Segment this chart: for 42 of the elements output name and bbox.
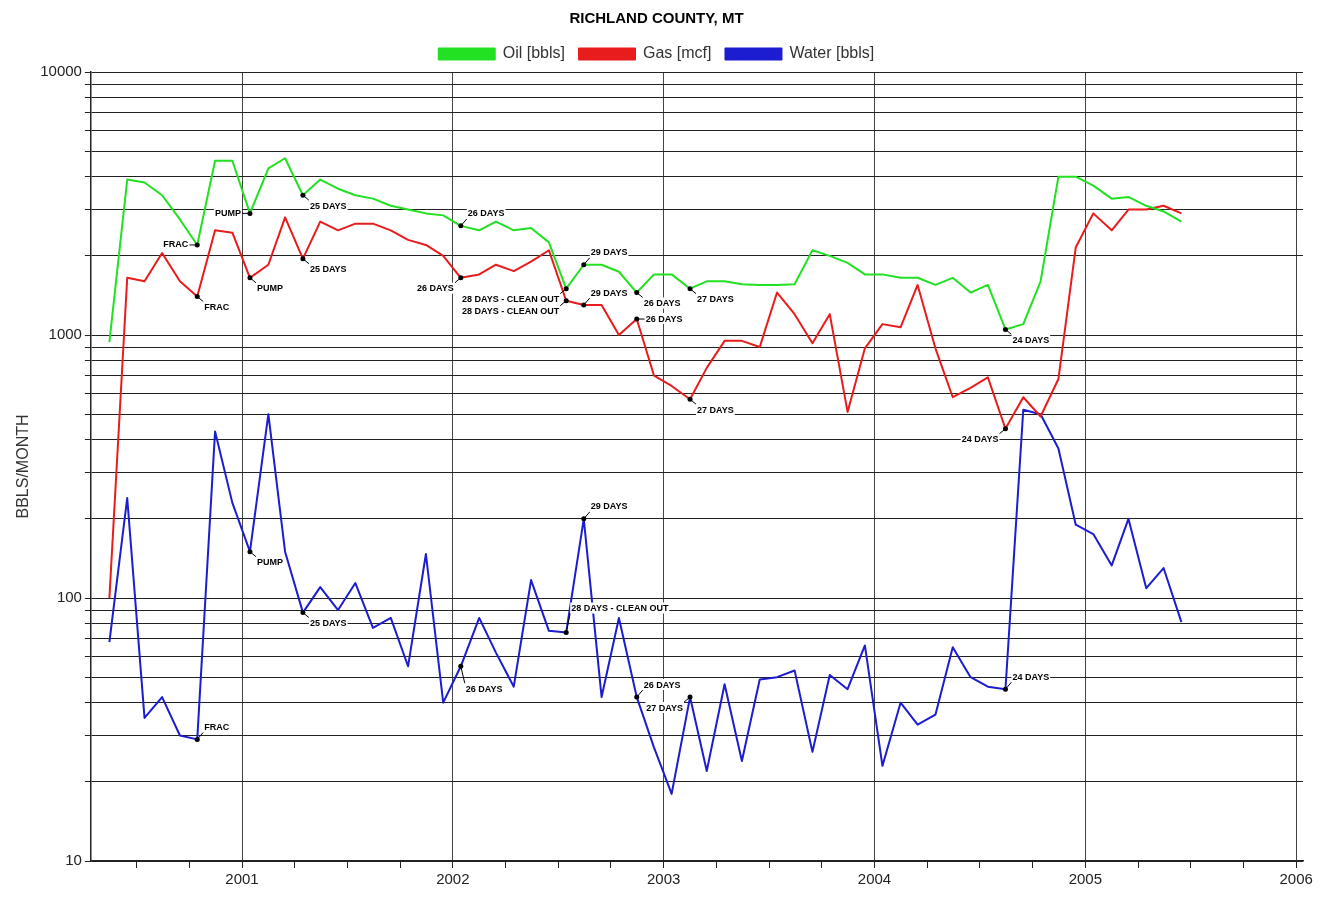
annotation: 29 DAYS (590, 501, 628, 512)
x-tick-label: 2003 (647, 870, 681, 888)
legend-label: Oil [bbls] (502, 44, 566, 62)
y-tick-label: 100 (56, 588, 82, 606)
annotation: 28 DAYS - CLEAN OUT (571, 602, 669, 613)
annotation: PUMP (214, 207, 241, 218)
annotation: 27 DAYS (697, 294, 734, 305)
annotation: 28 DAYS - CLEAN OUT (462, 306, 560, 317)
annotation: 25 DAYS (309, 200, 347, 211)
y-tick-label: 1000 (48, 325, 82, 343)
legend-label: Gas [mcf] (643, 44, 712, 62)
annotation: 27 DAYS (646, 702, 684, 713)
annotation: 24 DAYS (1012, 671, 1050, 682)
annotation: FRAC (163, 239, 189, 250)
x-tick-label: 2004 (857, 870, 892, 888)
annotation: FRAC (204, 302, 230, 313)
x-tick-label: 2002 (436, 870, 470, 888)
legend-label: Water [bbls] (789, 44, 875, 62)
annotation: 24 DAYS (1012, 334, 1050, 345)
annotation: 26 DAYS (645, 313, 683, 324)
annotation: 25 DAYS (309, 264, 347, 275)
annotation: 27 DAYS (697, 404, 734, 415)
annotation: 25 DAYS (309, 618, 347, 629)
annotation: 24 DAYS (961, 434, 999, 445)
x-tick-label: 2005 (1068, 870, 1103, 888)
annotation: 29 DAYS (590, 247, 628, 258)
annotation: FRAC (204, 721, 230, 732)
annotation: 26 DAYS (467, 208, 505, 219)
annotation: 28 DAYS - CLEAN OUT (462, 294, 560, 305)
x-tick-label: 2006 (1279, 870, 1313, 888)
y-tick-label: 10000 (40, 62, 82, 80)
annotation: PUMP (256, 557, 283, 568)
x-tick-label: 2001 (225, 870, 259, 888)
annotation: PUMP (256, 283, 283, 294)
chart-title: RICHLAND COUNTY, MT (569, 9, 744, 27)
y-tick-label: 10 (65, 851, 82, 869)
annotation: 26 DAYS (417, 283, 454, 294)
annotation: 26 DAYS (643, 679, 681, 690)
y-axis-title: BBLS/MONTH (14, 414, 32, 519)
annotation: 29 DAYS (590, 287, 628, 298)
annotation: 26 DAYS (465, 683, 503, 694)
annotation: 26 DAYS (643, 298, 681, 309)
